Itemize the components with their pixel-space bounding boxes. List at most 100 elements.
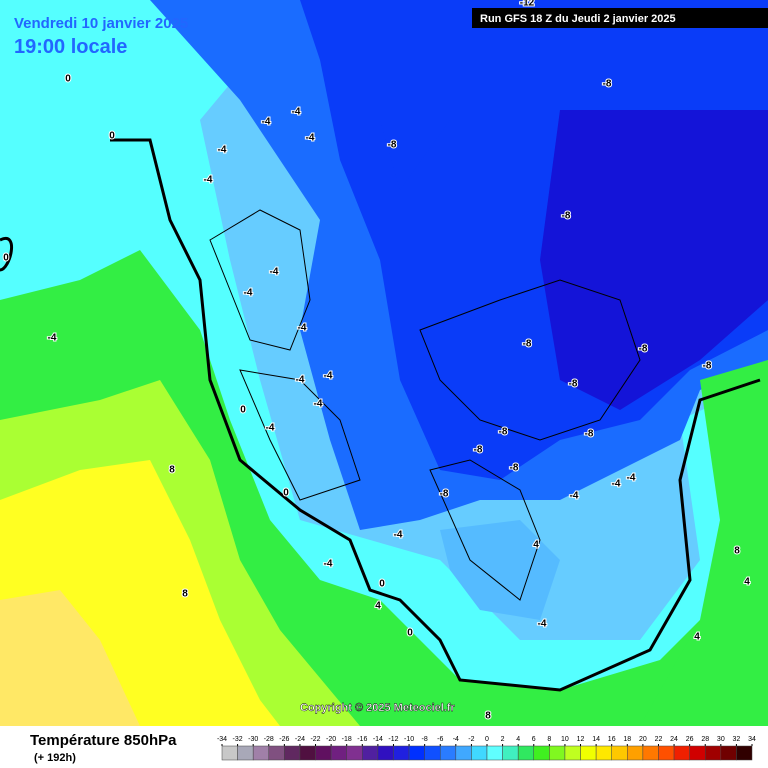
contour-label: -4 (612, 479, 621, 490)
colorbar-tick-label: 4 (516, 736, 520, 743)
zone-minus8b (360, 0, 470, 190)
colorbar-tick-label: 0 (485, 736, 489, 743)
colorbar-cell (580, 745, 597, 761)
contour-label: -4 (218, 145, 227, 156)
colorbar-tick-label: 24 (670, 736, 678, 743)
colorbar-cell (424, 745, 441, 761)
colorbar-tick-label: 26 (686, 736, 694, 743)
contour-label: -8 (639, 344, 648, 355)
colorbar-tick-label: -30 (248, 736, 258, 743)
contour-label: -8 (388, 140, 397, 151)
contour-label: 8 (182, 589, 188, 600)
colorbar-tick-label: -24 (295, 736, 305, 743)
contour-label: -8 (603, 79, 612, 90)
colorbar-tick-label: -10 (404, 736, 414, 743)
contour-label: 4 (694, 632, 700, 643)
contour-label: -4 (324, 371, 333, 382)
zone-med (440, 520, 560, 620)
contour-label: -4 (244, 288, 253, 299)
contour-label: 0 (109, 131, 115, 142)
colorbar-cell (564, 745, 581, 761)
contour-label: -8 (499, 427, 508, 438)
footer-lead: (+ 192h) (34, 752, 76, 764)
colorbar-cell (595, 745, 612, 761)
contour-label: -4 (266, 423, 275, 434)
colorbar-tick-label: 2 (501, 736, 505, 743)
run-box (472, 8, 768, 28)
contour-label: -8 (523, 339, 532, 350)
colorbar-tick-label: -6 (437, 736, 443, 743)
contour-label: 0 (65, 74, 71, 85)
colorbar-cell (439, 745, 457, 761)
colorbar-cell (252, 745, 270, 761)
colorbar-cell (299, 745, 316, 761)
colorbar-cell (284, 745, 301, 761)
colorbar-cell (502, 745, 519, 761)
colorbar-tick-label: -4 (453, 736, 459, 743)
zone-12 (0, 590, 140, 726)
contour-label: 0 (3, 253, 9, 264)
date: Vendredi 10 janvier 2025 (14, 15, 188, 32)
colorbar-cell (362, 745, 379, 761)
contour-label: -4 (204, 175, 213, 186)
colorbar-cell (393, 745, 410, 761)
contour-label: -4 (262, 117, 271, 128)
colorbar-tick-label: -34 (217, 736, 227, 743)
contour-label: 8 (734, 546, 740, 557)
colorbar-tick-label: -16 (357, 736, 367, 743)
zero-isotherm (0, 138, 761, 692)
colorbar-cell (221, 745, 238, 761)
colorbar-tick-label: -28 (264, 736, 274, 743)
contour-label: 4 (744, 577, 750, 588)
contour-label: -4 (538, 619, 547, 630)
colorbar-tick-label: 6 (532, 736, 536, 743)
colorbar-tick-label: 32 (733, 736, 741, 743)
colorbar-cell (704, 745, 722, 761)
borders (209, 209, 641, 601)
colorbar-tick-label: -20 (326, 736, 336, 743)
contour-label: -12 (520, 0, 535, 9)
colorbar-cell (642, 745, 659, 761)
colorbar-cell (315, 745, 332, 761)
contour-label: -4 (48, 333, 57, 344)
colorbar-tick-label: -2 (468, 736, 474, 743)
colorbar-cell (549, 745, 566, 761)
colorbar-tick-label: 18 (623, 736, 631, 743)
colorbar-cell (408, 745, 425, 761)
colorbar-cell (471, 745, 488, 761)
colorbar-tick-label: -32 (233, 736, 243, 743)
contour-label: -4 (298, 323, 307, 334)
contour-label: -8 (585, 429, 594, 440)
contour-label: -8 (440, 489, 449, 500)
footer-title: Température 850hPa (30, 732, 177, 749)
zone-4-east (640, 360, 768, 726)
contour-label: -4 (296, 375, 305, 386)
colorbar-tick-label: 16 (608, 736, 616, 743)
colorbar-cell (736, 745, 753, 761)
contour-label: -8 (703, 361, 712, 372)
colorbar-cell (627, 745, 644, 761)
colorbar-cell (533, 745, 550, 761)
colorbar-cell (673, 745, 690, 761)
colorbar-cell (658, 745, 675, 761)
colorbar-tick-label: 22 (655, 736, 663, 743)
contour-label: 0 (240, 405, 246, 416)
contour-label: -4 (324, 559, 333, 570)
contour-label: 4 (375, 601, 381, 612)
zone-minus10 (540, 110, 768, 410)
colorbar-cell (517, 745, 535, 761)
colorbar-cell (377, 745, 394, 761)
contour-label: 0 (379, 579, 385, 590)
contour-label: -4 (314, 399, 323, 410)
colorbar-tick-label: 20 (639, 736, 647, 743)
contour-label: -8 (510, 463, 519, 474)
contour-label: -4 (394, 530, 403, 541)
colorbar-cell (346, 745, 363, 761)
colorbar-cell (720, 745, 737, 761)
run-label: Run GFS 18 Z du Jeudi 2 janvier 2025 (480, 13, 676, 25)
contour-label: 8 (169, 465, 175, 476)
colorbar-cell (486, 745, 503, 761)
copyright: Copyright © 2025 Meteociel.fr (300, 702, 456, 714)
